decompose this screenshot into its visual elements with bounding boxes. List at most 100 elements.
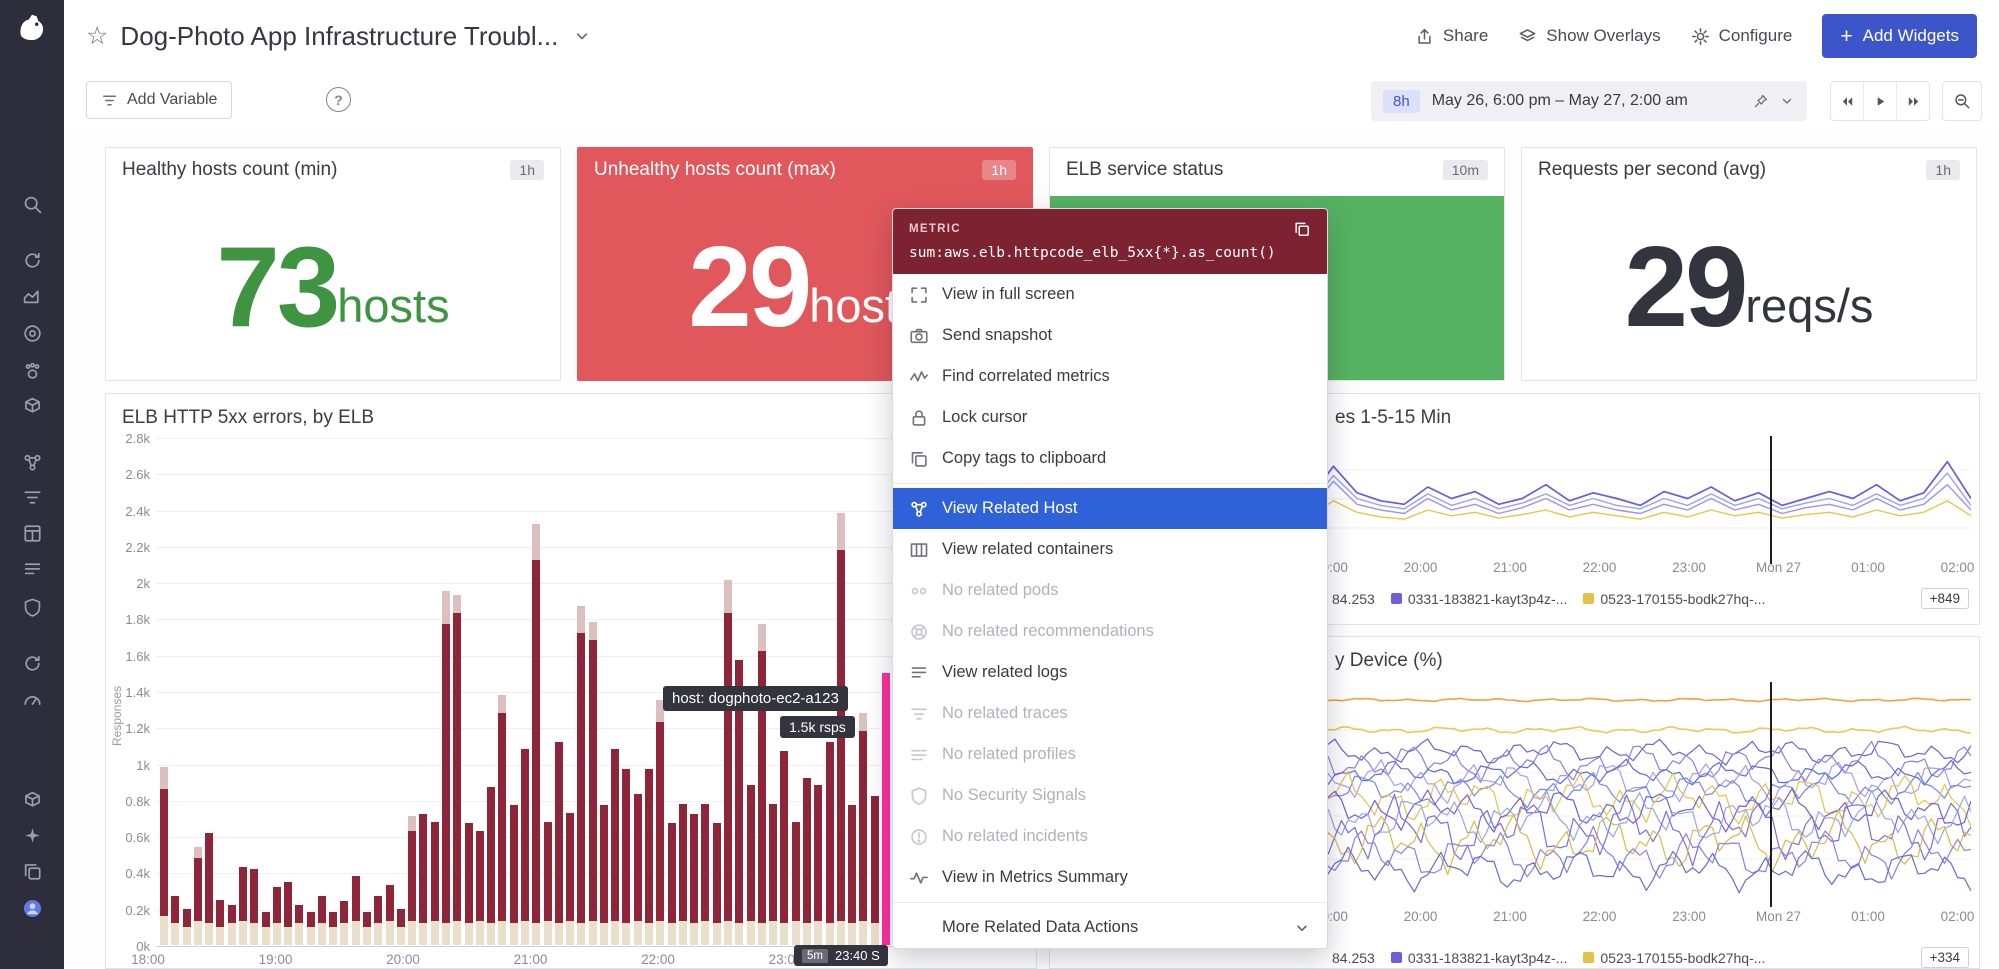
add-variable-button[interactable]: Add Variable: [86, 81, 233, 119]
play-button[interactable]: [1863, 82, 1896, 120]
bar[interactable]: [870, 437, 879, 945]
bar[interactable]: [238, 437, 247, 945]
metrics-icon[interactable]: [0, 282, 64, 310]
bar[interactable]: [701, 437, 710, 945]
show-overlays-button[interactable]: Show Overlays: [1518, 26, 1661, 46]
menu-item[interactable]: View in Metrics Summary: [893, 857, 1327, 898]
bar[interactable]: [825, 437, 834, 945]
bar[interactable]: [848, 437, 857, 945]
bar[interactable]: [690, 437, 699, 945]
hosts-icon[interactable]: [0, 448, 64, 476]
bar[interactable]: [442, 437, 450, 945]
bar[interactable]: [678, 437, 687, 945]
legend-item[interactable]: 0331-183821-kayt3p4z-...: [1390, 591, 1567, 607]
datadog-logo[interactable]: [13, 10, 51, 48]
copy-icon[interactable]: [1293, 220, 1311, 238]
widget-requests-per-second[interactable]: Requests per second (avg) 1h 29 reqs/s: [1521, 147, 1977, 381]
favorite-star-icon[interactable]: ☆: [86, 22, 109, 50]
bar[interactable]: [216, 437, 225, 945]
organization-icon[interactable]: [0, 786, 64, 814]
widget-healthy-hosts[interactable]: Healthy hosts count (min) 1h 73 hosts: [105, 147, 561, 381]
bar[interactable]: [329, 437, 338, 945]
menu-item[interactable]: Copy tags to clipboard: [893, 438, 1327, 479]
menu-item[interactable]: View Related Host: [893, 488, 1327, 529]
bar[interactable]: [363, 437, 372, 945]
bar[interactable]: [532, 437, 541, 945]
bar[interactable]: [622, 437, 631, 945]
bar[interactable]: [554, 437, 563, 945]
bar[interactable]: [712, 437, 721, 945]
help-button[interactable]: ?: [326, 87, 351, 112]
rum-icon[interactable]: [0, 685, 64, 713]
legend-item[interactable]: 0331-183821-kayt3p4z-...: [1390, 950, 1567, 966]
bar[interactable]: [340, 437, 349, 945]
bar[interactable]: [453, 437, 462, 945]
bar[interactable]: [769, 437, 778, 945]
bar[interactable]: [272, 437, 281, 945]
watchdog-icon[interactable]: [0, 246, 64, 274]
bar[interactable]: [577, 437, 586, 945]
integrations-icon[interactable]: [0, 356, 64, 384]
dashboard-title[interactable]: Dog-Photo App Infrastructure Troubl...: [120, 20, 559, 51]
bar[interactable]: [566, 437, 575, 945]
menu-item[interactable]: View in full screen: [893, 274, 1327, 315]
pin-icon[interactable]: [1753, 93, 1769, 109]
legend-item[interactable]: 0523-170155-bodk27hq-...: [1583, 950, 1765, 966]
bar[interactable]: [814, 437, 823, 945]
apm-icon[interactable]: [0, 483, 64, 511]
bar[interactable]: [261, 437, 270, 945]
configure-button[interactable]: Configure: [1691, 26, 1792, 46]
bar[interactable]: [802, 437, 811, 945]
bar-chart-plot[interactable]: [156, 437, 1028, 947]
elb-5xx-chart-panel[interactable]: ELB HTTP 5xx errors, by ELB Responses ho…: [105, 393, 1037, 969]
bar[interactable]: [509, 437, 518, 945]
chevron-down-icon[interactable]: [1779, 93, 1795, 109]
logs-icon[interactable]: [0, 555, 64, 583]
bar[interactable]: [498, 437, 507, 945]
zoom-out-button[interactable]: [1942, 81, 1982, 121]
bar[interactable]: [284, 437, 293, 945]
bar[interactable]: [160, 437, 168, 945]
dashboards-icon[interactable]: [0, 519, 64, 547]
bar[interactable]: [182, 437, 191, 945]
bar[interactable]: [171, 437, 180, 945]
menu-item[interactable]: Find correlated metrics: [893, 356, 1327, 397]
bar[interactable]: [374, 437, 383, 945]
help-docs-icon[interactable]: [0, 857, 64, 885]
bar[interactable]: [633, 437, 642, 945]
search-icon[interactable]: [0, 190, 64, 218]
security-icon[interactable]: [0, 593, 64, 621]
menu-item[interactable]: View related containers: [893, 529, 1327, 570]
legend-item[interactable]: 0523-170155-bodk27hq-...: [1583, 591, 1765, 607]
bar[interactable]: [859, 437, 868, 945]
highlighted-bar[interactable]: [881, 437, 890, 945]
bar[interactable]: [735, 437, 744, 945]
bar[interactable]: [419, 437, 428, 945]
menu-item[interactable]: Lock cursor: [893, 397, 1327, 438]
legend-item[interactable]: 84.253: [1332, 949, 1375, 966]
bar[interactable]: [250, 437, 259, 945]
bar[interactable]: [791, 437, 800, 945]
upgrade-icon[interactable]: [0, 821, 64, 849]
bar[interactable]: [227, 437, 236, 945]
bar[interactable]: [408, 437, 417, 945]
bar[interactable]: [464, 437, 473, 945]
bar[interactable]: [295, 437, 304, 945]
menu-item[interactable]: View related logs: [893, 652, 1327, 693]
menu-item[interactable]: Send snapshot: [893, 315, 1327, 356]
bar[interactable]: [205, 437, 214, 945]
menu-item[interactable]: More Related Data Actions: [893, 907, 1327, 948]
bar[interactable]: [193, 437, 202, 945]
bar[interactable]: [396, 437, 405, 945]
bar[interactable]: [780, 437, 789, 945]
bar[interactable]: [306, 437, 315, 945]
user-account-icon[interactable]: [0, 894, 64, 922]
rewind-button[interactable]: [1831, 82, 1863, 120]
bar[interactable]: [475, 437, 484, 945]
monitors-icon[interactable]: [0, 319, 64, 347]
add-widgets-button[interactable]: + Add Widgets: [1822, 14, 1977, 58]
time-range-picker[interactable]: 8h May 26, 6:00 pm – May 27, 2:00 am: [1371, 81, 1807, 121]
legend-item[interactable]: 84.253: [1332, 590, 1375, 607]
bar[interactable]: [385, 437, 394, 945]
bar[interactable]: [757, 437, 766, 945]
